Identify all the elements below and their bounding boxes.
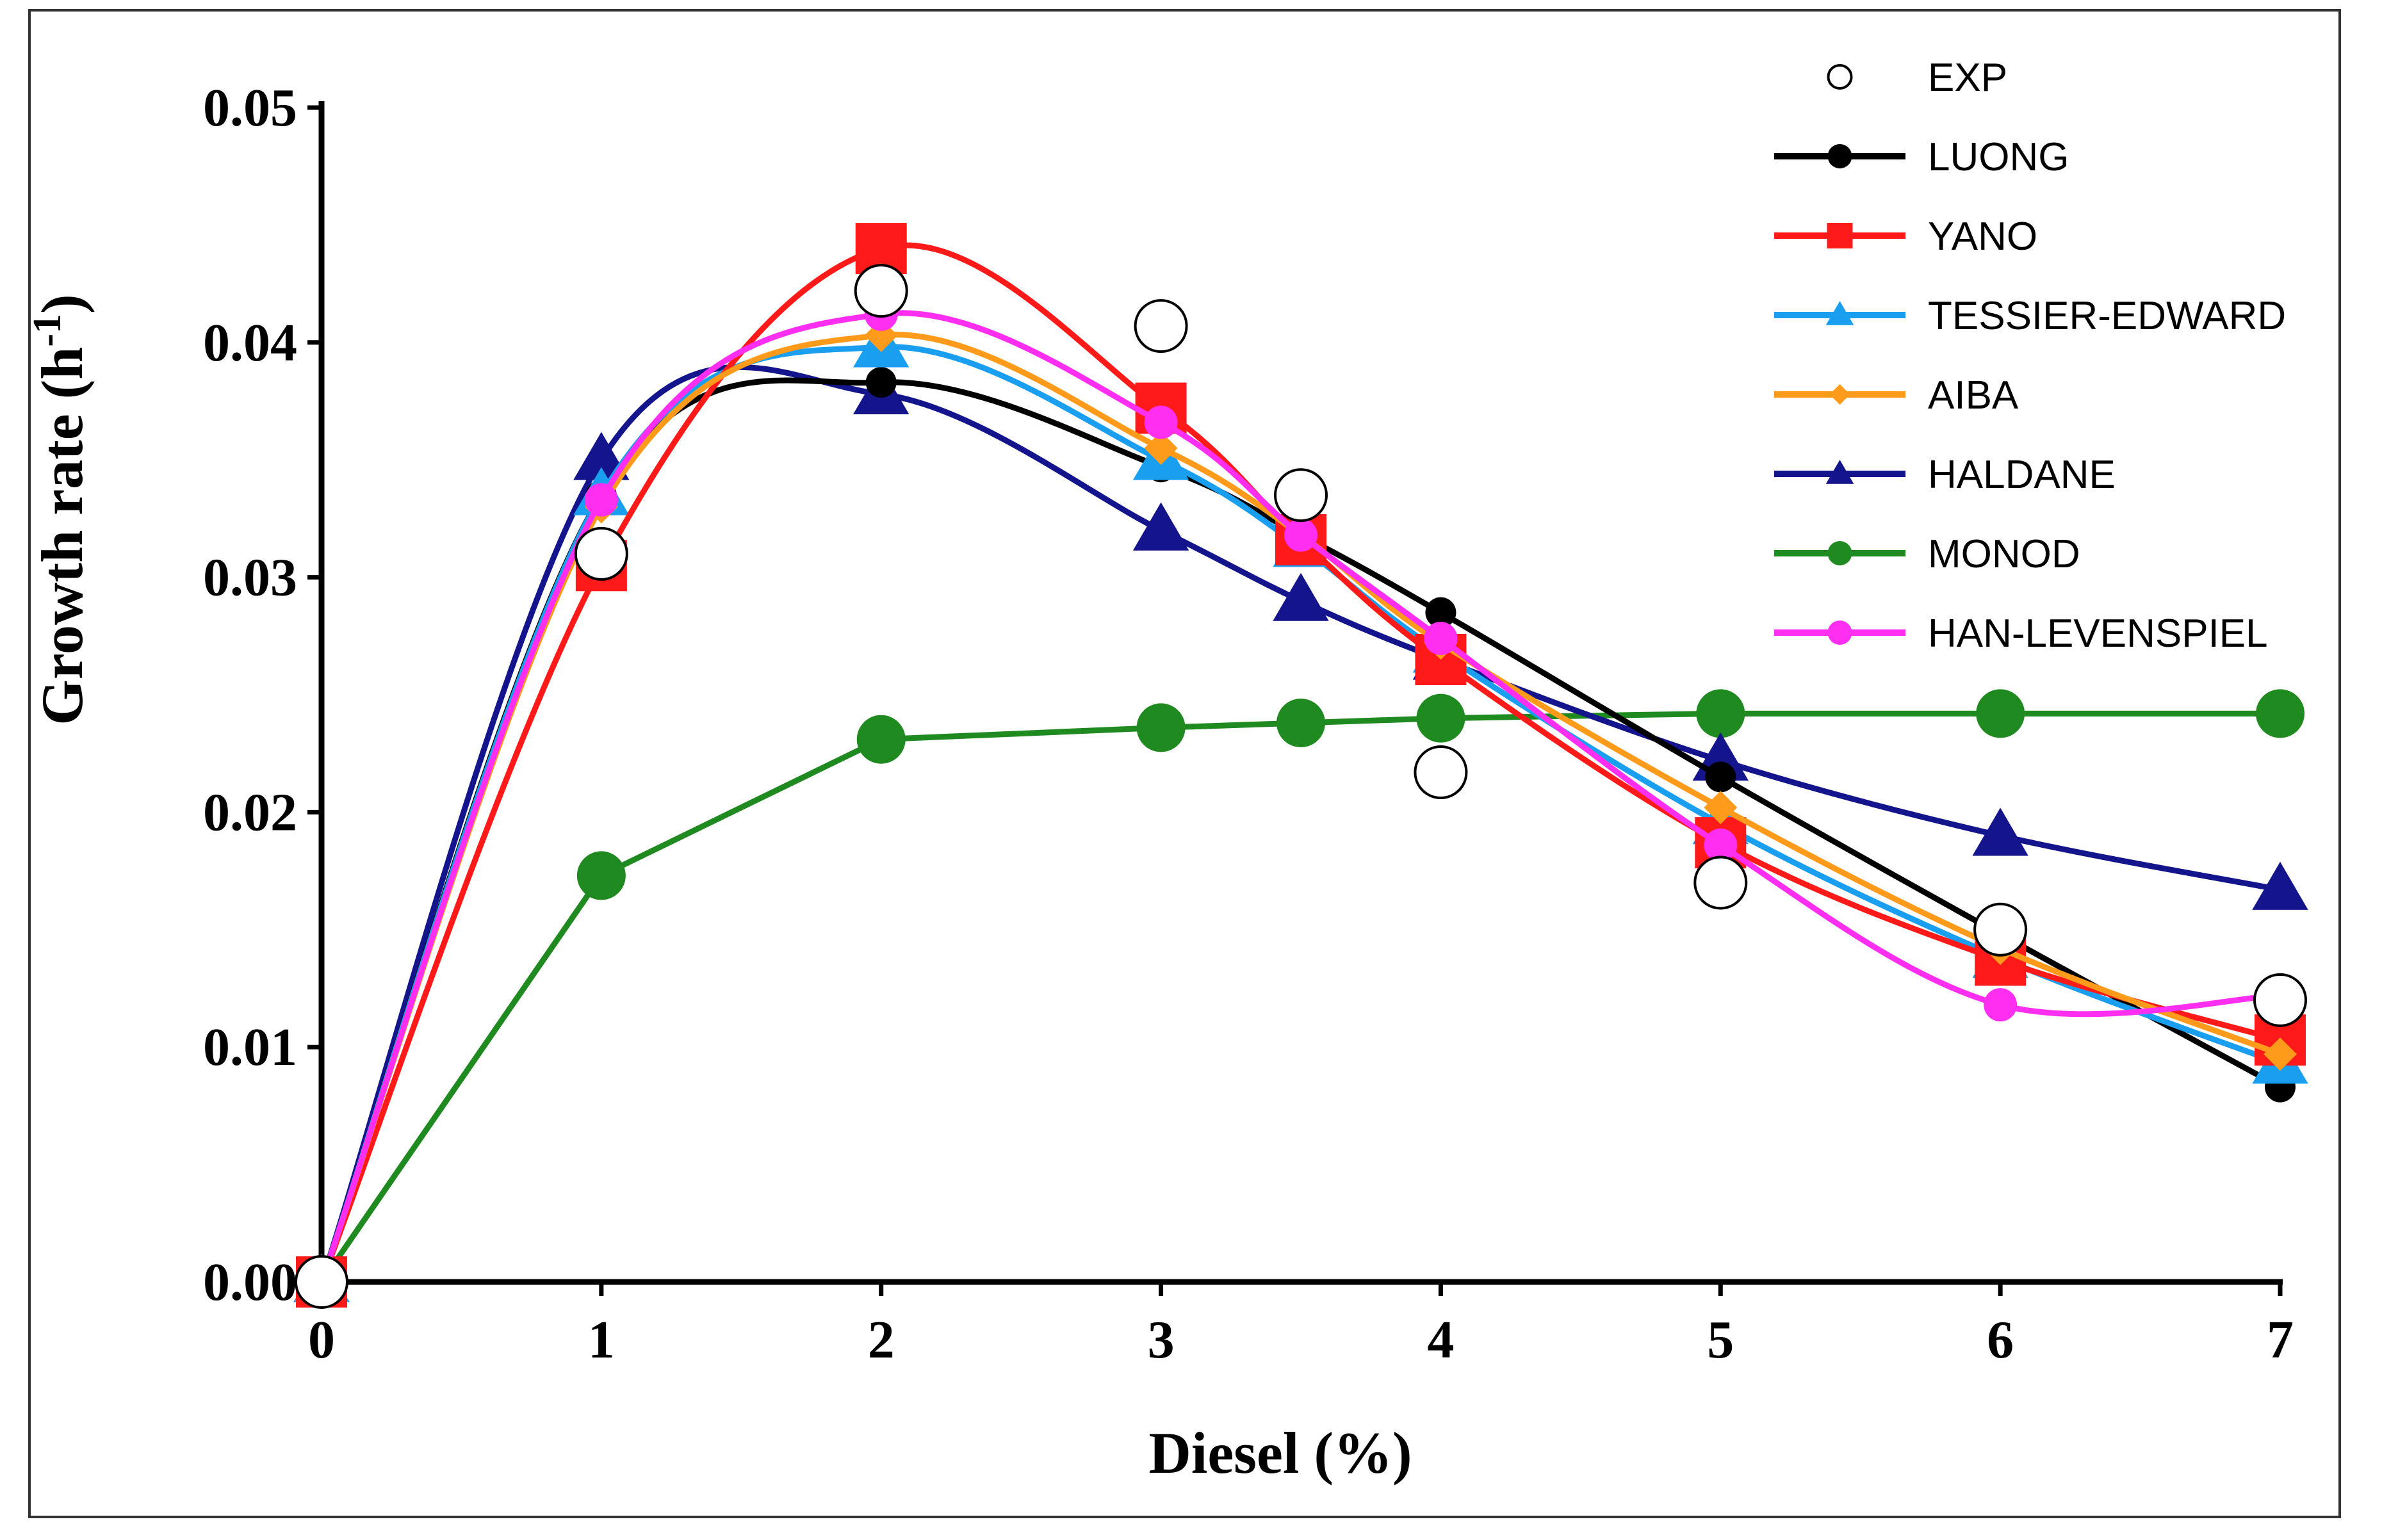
data-point-monod [1696, 689, 1745, 738]
data-point-han-levenspiel [1144, 405, 1178, 439]
legend-swatch-marker [1827, 620, 1852, 645]
legend-item-exp: EXP [1827, 56, 2007, 100]
y-axis-title-close: ) [29, 294, 95, 314]
x-tick-label: 5 [1707, 1310, 1734, 1370]
data-point-aiba [1704, 791, 1738, 825]
data-point-exp [1693, 855, 1748, 910]
y-tick-label: 0.02 [203, 782, 297, 842]
axes: 0.00 0.01 0.02 0.03 0.04 0.05 0 1 2 3 4 5 6 7 [203, 78, 2294, 1370]
legend-item-yano: YANO [1774, 215, 2037, 259]
series-layer [293, 223, 2308, 1309]
legend-label: LUONG [1928, 135, 2069, 179]
data-point-exp [1414, 745, 1468, 800]
legend-label: EXP [1928, 56, 2007, 100]
y-axis-title-superscript: -1 [26, 314, 69, 347]
data-point-exp [295, 1255, 348, 1309]
legend-label: HALDANE [1928, 453, 2116, 497]
data-point-exp [1973, 902, 2028, 957]
legend-label: HAN-LEVENSPIEL [1928, 612, 2268, 656]
y-axis-title: Growth rate (h-1) [26, 294, 95, 725]
data-point-han-levenspiel [1284, 518, 1317, 552]
legend-label: TESSIER-EDWARD [1928, 294, 2286, 338]
data-point-monod [856, 715, 906, 764]
y-tick-label: 0.04 [203, 313, 297, 373]
data-point-luong [1705, 761, 1736, 793]
data-point-haldane [2252, 861, 2308, 910]
x-tick-label: 0 [308, 1310, 335, 1370]
data-point-monod [1277, 699, 1325, 748]
legend-label: MONOD [1928, 532, 2080, 576]
legend-item-monod: MONOD [1774, 532, 2080, 576]
data-point-aiba [2264, 1037, 2297, 1071]
data-point-han-levenspiel [1424, 621, 1458, 655]
data-point-haldane [1273, 572, 1329, 621]
data-point-aiba [1144, 431, 1178, 465]
y-axis-title-main: Growth rate (h [29, 347, 95, 725]
data-point-han-levenspiel [584, 483, 618, 517]
data-point-haldane [1132, 502, 1189, 551]
chart-frame [28, 9, 2341, 1518]
data-point-aiba [864, 318, 898, 352]
data-point-monod [1136, 703, 1186, 752]
legend-swatch-marker [1825, 301, 1854, 325]
legend-swatch-marker [1827, 144, 1852, 168]
legend-item-han-levenspiel: HAN-LEVENSPIEL [1774, 612, 2268, 656]
data-point-monod [1976, 689, 2025, 738]
x-tick-label: 7 [2267, 1310, 2294, 1370]
x-tick-label: 6 [1987, 1310, 2014, 1370]
y-tick-label: 0.05 [203, 78, 297, 138]
data-point-han-levenspiel [1984, 988, 2018, 1022]
legend-label: YANO [1928, 215, 2037, 259]
x-tick-label: 3 [1148, 1310, 1175, 1370]
data-point-luong [1425, 597, 1456, 628]
legend-label: AIBA [1928, 373, 2019, 417]
legend-swatch-marker [1827, 223, 1853, 248]
legend: EXP LUONG YANO TESSIER-EDWARD AIBA HALDANE MON… [1774, 56, 2286, 656]
data-point-luong [865, 367, 897, 398]
legend-swatch-marker [1827, 541, 1852, 565]
x-tick-label: 1 [588, 1310, 615, 1370]
y-tick-label: 0.03 [203, 548, 297, 608]
legend-item-tessier-edward: TESSIER-EDWARD [1774, 294, 2286, 338]
series-haldane [293, 364, 2308, 1302]
data-point-exp [574, 526, 628, 581]
y-tick-label: 0.01 [203, 1017, 297, 1077]
legend-item-haldane: HALDANE [1774, 453, 2116, 497]
x-tick-label: 4 [1427, 1310, 1454, 1370]
legend-swatch-marker [1825, 460, 1854, 484]
data-point-han-levenspiel [1704, 828, 1738, 862]
x-axis-title: Diesel (%) [1148, 1420, 1412, 1486]
series-exp [295, 264, 2307, 1309]
data-point-exp [1274, 468, 1328, 523]
data-point-exp [854, 264, 908, 318]
data-point-monod [1416, 693, 1465, 743]
data-point-exp [1134, 299, 1188, 353]
data-point-monod [576, 851, 626, 900]
x-tick-label: 2 [868, 1310, 895, 1370]
legend-swatch-marker [1827, 64, 1853, 90]
legend-swatch-marker [1829, 384, 1850, 405]
data-point-haldane [1972, 807, 2028, 856]
series-line-han-levenspiel [318, 310, 2281, 1283]
data-point-exp [2253, 973, 2307, 1027]
series-han-levenspiel [305, 297, 2297, 1299]
data-point-monod [2256, 689, 2305, 738]
legend-item-aiba: AIBA [1774, 373, 2019, 417]
legend-item-luong: LUONG [1774, 135, 2069, 179]
y-tick-label: 0.00 [203, 1252, 297, 1312]
series-line-haldane [318, 364, 2281, 1283]
